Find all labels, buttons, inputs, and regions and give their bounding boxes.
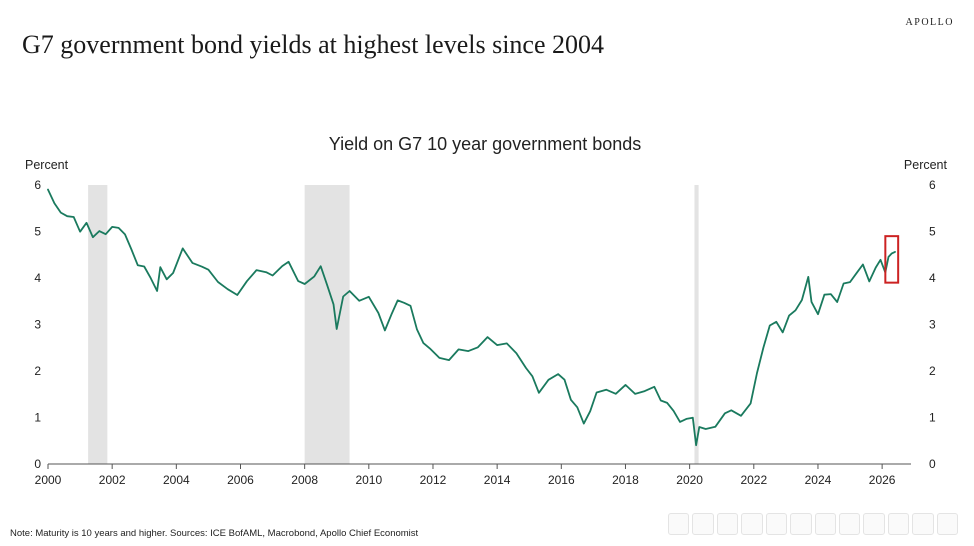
y-tick-right-5: 5 bbox=[929, 225, 936, 239]
y-tick-right-6: 6 bbox=[929, 178, 936, 192]
recession-band-2 bbox=[304, 185, 350, 464]
y-tick-right-1: 1 bbox=[929, 411, 936, 425]
series-line-1 bbox=[47, 188, 896, 447]
y-tick-right-3: 3 bbox=[929, 318, 936, 332]
watermark bbox=[668, 513, 959, 535]
x-tick-label-2024: 2024 bbox=[805, 473, 832, 487]
y-tick-right-4: 4 bbox=[929, 271, 936, 285]
recession-band-3 bbox=[694, 185, 699, 464]
x-tick-label-2018: 2018 bbox=[612, 473, 639, 487]
y-tick-left-1: 1 bbox=[34, 411, 41, 425]
x-tick-label-2012: 2012 bbox=[420, 473, 447, 487]
axes: 0 0 1 1 2 2 3 3 4 4 5 5 6 6 2000 2002 2004 2006 2008 2010 20… bbox=[34, 178, 936, 487]
x-tick-label-2006: 2006 bbox=[227, 473, 254, 487]
y-tick-left-3: 3 bbox=[34, 318, 41, 332]
x-tick-label-2020: 2020 bbox=[676, 473, 703, 487]
series-layer bbox=[47, 188, 896, 447]
x-tick-label-2002: 2002 bbox=[99, 473, 126, 487]
x-tick-label-2000: 2000 bbox=[35, 473, 62, 487]
x-tick-label-2026: 2026 bbox=[869, 473, 896, 487]
chart-title: Yield on G7 10 year government bonds bbox=[329, 134, 642, 154]
page-title: G7 government bond yields at highest lev… bbox=[22, 30, 605, 59]
recession-band-1 bbox=[88, 185, 108, 464]
y-tick-left-6: 6 bbox=[34, 178, 41, 192]
y-tick-left-4: 4 bbox=[34, 271, 41, 285]
x-tick-label-2010: 2010 bbox=[355, 473, 382, 487]
x-tick-label-2016: 2016 bbox=[548, 473, 575, 487]
y-tick-right-2: 2 bbox=[929, 364, 936, 378]
y-tick-left-0: 0 bbox=[34, 457, 41, 471]
x-tick-label-2022: 2022 bbox=[740, 473, 767, 487]
highlight-layer bbox=[884, 235, 900, 284]
y-tick-right-0: 0 bbox=[929, 457, 936, 471]
y-axis-unit-right: Percent bbox=[904, 158, 948, 172]
y-tick-left-5: 5 bbox=[34, 225, 41, 239]
footnote: Note: Maturity is 10 years and higher. S… bbox=[10, 528, 419, 539]
y-tick-left-2: 2 bbox=[34, 364, 41, 378]
x-tick-label-2014: 2014 bbox=[484, 473, 511, 487]
brand-logo: APOLLO bbox=[905, 17, 954, 28]
x-tick-label-2008: 2008 bbox=[291, 473, 318, 487]
highlight-box bbox=[884, 235, 900, 284]
recession-shading bbox=[88, 185, 699, 464]
y-axis-unit-left: Percent bbox=[25, 158, 69, 172]
x-tick-label-2004: 2004 bbox=[163, 473, 190, 487]
